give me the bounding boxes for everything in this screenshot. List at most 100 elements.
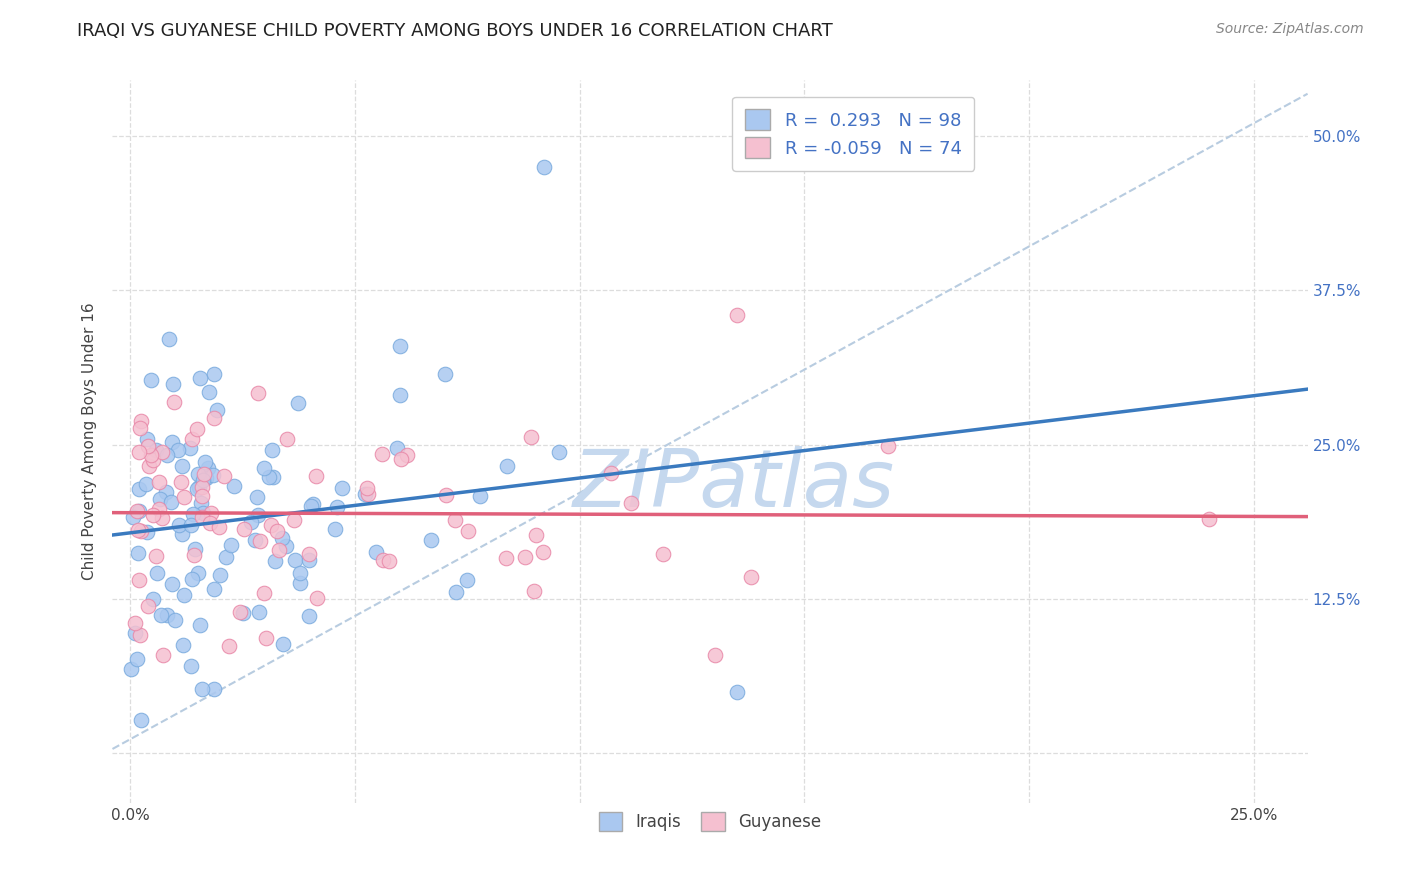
Point (184, 542, 207, 557)
Point (181, 507, 204, 521)
Point (146, 566, 169, 580)
Point (396, 448, 419, 462)
Point (163, 613, 186, 627)
Text: Source: ZipAtlas.com: Source: ZipAtlas.com (1216, 22, 1364, 37)
Point (152, 648, 174, 662)
Point (740, 569, 762, 583)
Point (207, 403, 229, 417)
Point (148, 502, 170, 516)
Point (125, 504, 148, 518)
Point (193, 506, 215, 520)
Point (129, 524, 152, 538)
Point (124, 625, 146, 640)
Point (172, 459, 194, 474)
Point (160, 577, 183, 591)
Point (323, 522, 346, 536)
Point (173, 490, 195, 504)
Point (533, 160, 555, 174)
Point (249, 606, 271, 620)
Point (371, 553, 394, 567)
Point (297, 547, 319, 561)
Point (208, 520, 231, 534)
Point (290, 575, 312, 590)
Point (180, 432, 202, 446)
Point (267, 542, 290, 557)
Point (247, 508, 270, 522)
Point (169, 517, 191, 532)
Point (876, 439, 898, 453)
Point (704, 648, 727, 662)
Point (125, 652, 148, 666)
Point (524, 527, 547, 541)
Point (186, 482, 208, 496)
Point (145, 549, 167, 563)
Point (302, 497, 325, 511)
Point (276, 432, 298, 446)
Point (520, 430, 543, 444)
Point (246, 490, 269, 504)
Point (198, 516, 221, 530)
Point (172, 638, 194, 652)
Point (619, 496, 641, 510)
Point (652, 547, 675, 561)
Point (136, 599, 159, 614)
Point (129, 628, 152, 642)
Point (389, 452, 412, 467)
Point (180, 518, 202, 533)
Point (725, 308, 748, 322)
Point (420, 533, 443, 547)
Point (259, 470, 281, 484)
Legend: Iraqis, Guyanese: Iraqis, Guyanese (592, 805, 828, 838)
Point (229, 606, 252, 620)
Point (202, 410, 225, 425)
Point (523, 583, 546, 598)
Point (122, 509, 145, 524)
Point (232, 606, 254, 620)
Point (599, 466, 621, 480)
Point (533, 545, 555, 559)
Point (443, 513, 465, 527)
Point (247, 386, 270, 401)
Point (457, 524, 479, 538)
Point (262, 443, 284, 458)
Point (149, 491, 172, 506)
Point (183, 548, 205, 562)
Point (188, 618, 211, 632)
Point (378, 554, 401, 568)
Point (263, 554, 285, 568)
Point (208, 568, 231, 582)
Point (193, 467, 215, 481)
Point (364, 544, 387, 558)
Point (353, 487, 375, 501)
Text: IRAQI VS GUYANESE CHILD POVERTY AMONG BOYS UNDER 16 CORRELATION CHART: IRAQI VS GUYANESE CHILD POVERTY AMONG BO… (77, 22, 834, 40)
Point (254, 631, 277, 645)
Point (253, 585, 276, 599)
Point (163, 395, 186, 409)
Point (173, 588, 195, 602)
Point (159, 495, 181, 509)
Point (188, 480, 211, 494)
Point (202, 467, 225, 482)
Point (149, 607, 172, 622)
Point (186, 422, 208, 436)
Point (434, 487, 457, 501)
Point (271, 637, 294, 651)
Point (188, 371, 211, 385)
Point (131, 414, 153, 428)
Point (179, 441, 201, 455)
Point (180, 658, 202, 673)
Point (233, 522, 256, 536)
Point (170, 475, 193, 490)
Point (170, 526, 193, 541)
Point (200, 506, 222, 520)
Point (145, 442, 167, 457)
Point (148, 475, 170, 490)
Point (191, 510, 214, 524)
Point (124, 615, 146, 630)
Point (371, 447, 394, 461)
Point (249, 534, 271, 549)
Point (127, 546, 149, 560)
Point (385, 441, 408, 455)
Point (190, 496, 212, 510)
Point (266, 524, 288, 538)
